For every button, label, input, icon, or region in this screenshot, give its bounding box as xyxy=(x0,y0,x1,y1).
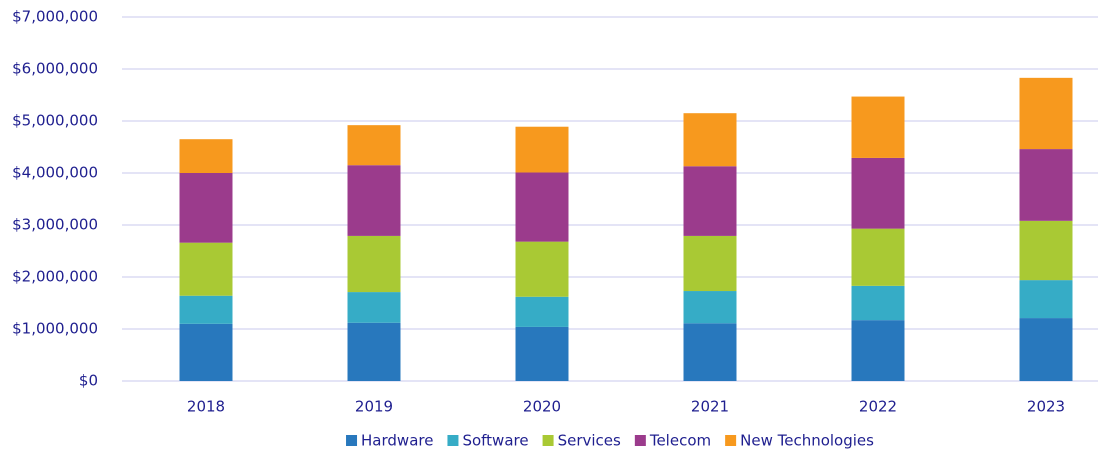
y-tick-label: $5,000,000 xyxy=(12,112,98,130)
x-tick-label: 2021 xyxy=(691,398,729,416)
bar-segment xyxy=(851,285,905,321)
legend-label: Software xyxy=(462,432,528,450)
legend-swatch xyxy=(542,435,554,446)
legend-swatch xyxy=(447,435,459,446)
bar-segment xyxy=(683,113,737,167)
x-tick-label: 2020 xyxy=(523,398,561,416)
y-tick-label: $2,000,000 xyxy=(12,268,98,286)
legend-swatch xyxy=(346,435,358,446)
bar-segment xyxy=(347,125,401,166)
bar-segment xyxy=(347,235,401,293)
bar-segment xyxy=(347,165,401,236)
legend-label: Hardware xyxy=(361,432,433,450)
bar-segment xyxy=(1019,220,1073,281)
bar-segment xyxy=(851,96,905,158)
bar-segment xyxy=(347,322,401,381)
bar-segment xyxy=(179,173,233,243)
legend-label: Telecom xyxy=(649,432,711,450)
bar-segment xyxy=(179,323,233,381)
bar-segment xyxy=(515,296,569,327)
bar-segment xyxy=(179,242,233,296)
bar-segment xyxy=(515,326,569,381)
bar-segment xyxy=(179,295,233,324)
bar-segment xyxy=(683,235,737,292)
bar-segment xyxy=(1019,149,1073,221)
bar-segment xyxy=(851,157,905,229)
legend-label: Services xyxy=(558,432,621,450)
x-tick-label: 2018 xyxy=(187,398,225,416)
y-tick-label: $3,000,000 xyxy=(12,216,98,234)
bar-segment xyxy=(683,291,737,324)
bar-segment xyxy=(1019,280,1073,319)
y-tick-label: $7,000,000 xyxy=(12,8,98,26)
x-tick-label: 2023 xyxy=(1027,398,1065,416)
bar-segment xyxy=(683,323,737,381)
y-tick-label: $0 xyxy=(79,372,98,390)
x-tick-label: 2022 xyxy=(859,398,897,416)
legend-swatch xyxy=(634,435,646,446)
x-tick-label: 2019 xyxy=(355,398,393,416)
bar-segment xyxy=(515,172,569,242)
y-tick-label: $6,000,000 xyxy=(12,60,98,78)
bar-segment xyxy=(515,126,569,173)
bar-segment xyxy=(1019,318,1073,381)
y-tick-label: $4,000,000 xyxy=(12,164,98,182)
y-tick-label: $1,000,000 xyxy=(12,320,98,338)
bar-segment xyxy=(347,292,401,323)
bar-segment xyxy=(683,166,737,236)
bar-segment xyxy=(179,139,233,173)
bar-segment xyxy=(851,228,905,286)
bar-segment xyxy=(515,241,569,297)
legend-swatch xyxy=(725,435,737,446)
bar-segment xyxy=(1019,77,1073,150)
legend-label: New Technologies xyxy=(740,432,874,450)
bar-segment xyxy=(851,320,905,381)
